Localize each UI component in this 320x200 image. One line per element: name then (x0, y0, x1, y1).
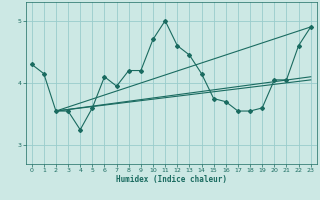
X-axis label: Humidex (Indice chaleur): Humidex (Indice chaleur) (116, 175, 227, 184)
